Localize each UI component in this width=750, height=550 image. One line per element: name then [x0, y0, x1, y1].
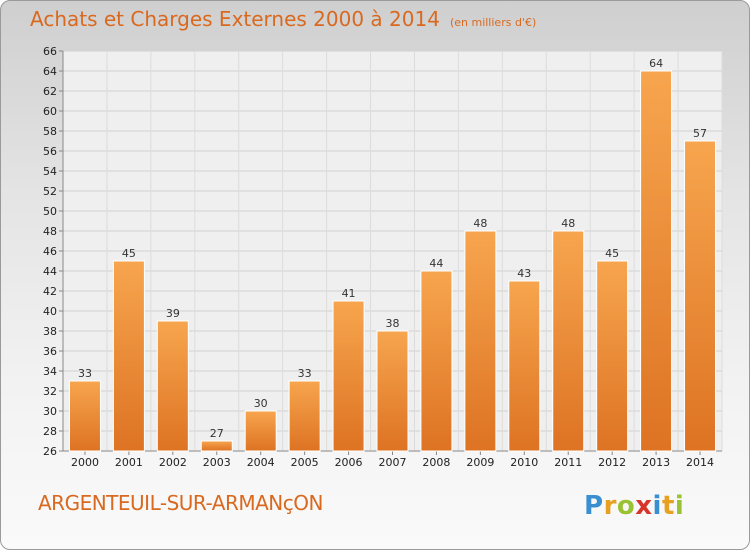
value-label-2005: 33 [298, 367, 312, 380]
value-label-2011: 48 [561, 217, 575, 230]
bar-2013 [640, 70, 673, 452]
y-tick-label: 30 [43, 405, 57, 418]
x-tick-label-2007: 2007 [379, 456, 407, 469]
value-label-2010: 43 [517, 267, 531, 280]
proxiti-logo: Proxiti [584, 491, 685, 521]
bar-2007 [376, 330, 409, 452]
y-tick-label: 28 [43, 425, 57, 438]
x-tick-label-2001: 2001 [115, 456, 143, 469]
y-tick-label: 64 [43, 65, 57, 78]
value-label-2007: 38 [386, 317, 400, 330]
value-label-2012: 45 [605, 247, 619, 260]
bars [68, 70, 717, 452]
value-label-2000: 33 [78, 367, 92, 380]
commune-name: ARGENTEUIL-SUR-ARMANçON [38, 491, 323, 515]
y-tick-label: 54 [43, 165, 57, 178]
x-tick-label-2009: 2009 [466, 456, 494, 469]
labels: 26 28 30 32 34 36 38 40 42 44 46 48 50 52 54 56 58 60 62 64… [43, 45, 714, 469]
x-tick-label-2014: 2014 [686, 456, 714, 469]
chart-subtitle: (en milliers d'€) [449, 16, 537, 29]
x-tick-label-2011: 2011 [554, 456, 582, 469]
chart-title: Achats et Charges Externes 2000 à 2014 [30, 7, 440, 31]
x-tick-label-2013: 2013 [642, 456, 670, 469]
y-tick-label: 58 [43, 125, 57, 138]
bar-2010 [508, 280, 541, 452]
y-tick-label: 50 [43, 205, 57, 218]
value-label-2009: 48 [473, 217, 487, 230]
bar-2000 [68, 380, 101, 452]
x-tick-label-2005: 2005 [291, 456, 319, 469]
x-tick-label-2003: 2003 [203, 456, 231, 469]
bar-2012 [596, 260, 629, 452]
y-tick-label: 40 [43, 305, 57, 318]
x-tick-label-2010: 2010 [510, 456, 538, 469]
y-tick-label: 34 [43, 365, 57, 378]
y-tick-label: 32 [43, 385, 57, 398]
x-tick-label-2000: 2000 [71, 456, 99, 469]
bar-2009 [464, 230, 497, 452]
value-label-2001: 45 [122, 247, 136, 260]
x-tick-label-2002: 2002 [159, 456, 187, 469]
y-tick-label: 46 [43, 245, 57, 258]
y-tick-label: 26 [43, 445, 57, 458]
value-label-2003: 27 [210, 427, 224, 440]
y-tick-label: 44 [43, 265, 57, 278]
bar-2008 [420, 270, 453, 452]
y-tick-label: 56 [43, 145, 57, 158]
value-label-2002: 39 [166, 307, 180, 320]
y-tick-label: 60 [43, 105, 57, 118]
x-tick-label-2004: 2004 [247, 456, 275, 469]
value-label-2006: 41 [342, 287, 356, 300]
bar-2003 [200, 440, 233, 452]
title-row: Achats et Charges Externes 2000 à 2014 (e… [30, 7, 536, 31]
bar-2011 [552, 230, 585, 452]
y-tick-label: 38 [43, 325, 57, 338]
x-tick-label-2012: 2012 [598, 456, 626, 469]
bar-2014 [684, 140, 717, 452]
bar-2005 [288, 380, 321, 452]
x-tick-label-2006: 2006 [335, 456, 363, 469]
y-tick-label: 62 [43, 85, 57, 98]
value-label-2004: 30 [254, 397, 268, 410]
bar-2006 [332, 300, 365, 452]
y-tick-label: 52 [43, 185, 57, 198]
y-tick-label: 42 [43, 285, 57, 298]
bar-2002 [156, 320, 189, 452]
bar-2004 [244, 410, 277, 452]
value-label-2013: 64 [649, 57, 663, 70]
x-tick-label-2008: 2008 [422, 456, 450, 469]
bar-2001 [112, 260, 145, 452]
value-label-2014: 57 [693, 127, 707, 140]
y-tick-label: 48 [43, 225, 57, 238]
value-label-2008: 44 [429, 257, 443, 270]
y-tick-label: 36 [43, 345, 57, 358]
y-tick-label: 66 [43, 45, 57, 58]
